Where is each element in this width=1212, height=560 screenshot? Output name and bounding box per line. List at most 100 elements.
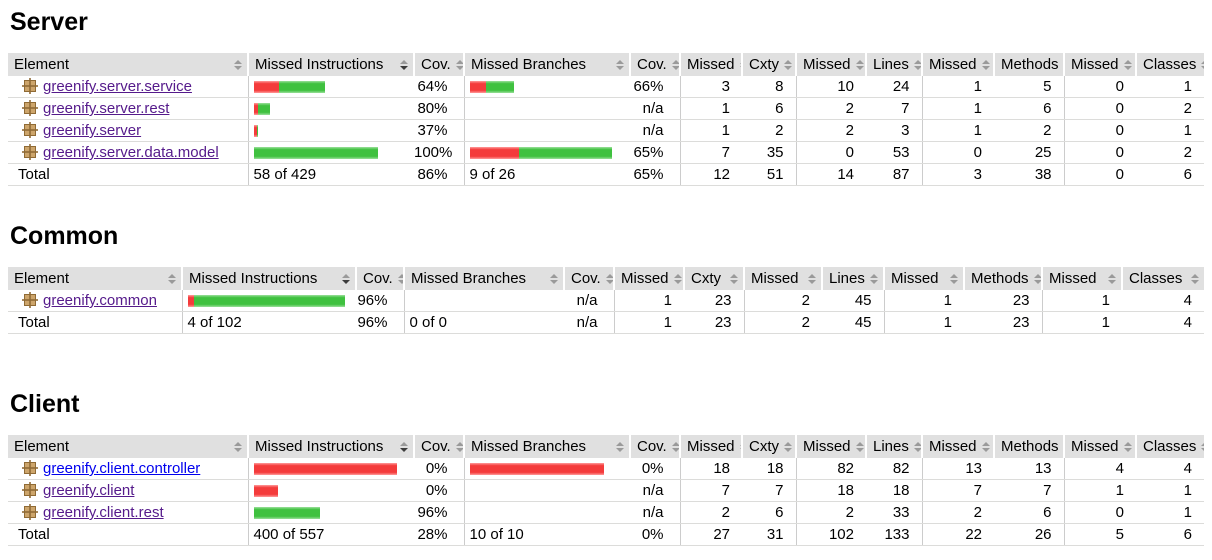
column-header-missed[interactable]: Missed: [1063, 53, 1136, 76]
instruction-coverage-total: 28%: [414, 523, 464, 546]
column-header-missed[interactable]: Missed: [795, 435, 866, 458]
lines: 82: [866, 458, 922, 480]
missed-lines: 2: [743, 290, 822, 312]
column-header-label: Missed: [1071, 438, 1119, 455]
column-header-cxty[interactable]: Cxty: [741, 53, 796, 76]
sort-icon: [673, 273, 682, 284]
lines: 45: [822, 290, 884, 312]
package-icon: [22, 460, 38, 476]
element-cell: greenify.server.service: [8, 76, 248, 98]
branch-coverage: 66%: [630, 76, 680, 98]
package-link[interactable]: greenify.client.controller: [43, 460, 201, 477]
column-header-cov[interactable]: Cov.: [413, 53, 464, 76]
covered-bar: [257, 103, 270, 116]
cxty: 35: [742, 141, 796, 164]
table-row: greenify.server.data.model 100% 65% 7 35…: [8, 141, 1204, 164]
cxty: 8: [742, 76, 796, 98]
column-header-cov[interactable]: Cov.: [563, 267, 614, 290]
sort-icon: [400, 441, 408, 452]
table-row: greenify.client.controller 0% 0% 18 18 8…: [8, 458, 1204, 480]
missed-bar: [253, 485, 278, 498]
column-header-missed[interactable]: Missed: [743, 267, 822, 290]
package-link[interactable]: greenify.client.rest: [43, 504, 164, 521]
branch-coverage: n/a: [630, 479, 680, 502]
column-header-cov[interactable]: Cov.: [629, 435, 680, 458]
column-header-methods[interactable]: Methods: [963, 267, 1042, 290]
column-header-missed-branches[interactable]: Missed Branches: [463, 435, 630, 458]
column-header-missed[interactable]: Missed: [883, 267, 964, 290]
missed-classes: 0: [1063, 76, 1136, 98]
column-header-missed-instructions[interactable]: Missed Instructions: [181, 267, 356, 290]
column-header-missed[interactable]: Missed: [1063, 435, 1136, 458]
sort-icon: [1108, 273, 1116, 284]
missed-bar: [253, 125, 257, 138]
column-header-classes[interactable]: Classes: [1135, 435, 1204, 458]
total-row: Total 400 of 557 28% 10 of 10 0% 27 31 1…: [8, 523, 1204, 546]
package-link[interactable]: greenify.server.service: [43, 78, 192, 95]
column-header-missed[interactable]: Missed: [921, 435, 994, 458]
column-header-missed[interactable]: Missed: [679, 53, 742, 76]
missed-methods: 7: [921, 479, 994, 502]
branch-coverage: 0%: [630, 458, 680, 480]
column-header-methods[interactable]: Methods: [993, 53, 1064, 76]
branch-coverage: n/a: [630, 97, 680, 120]
missed-bar: [253, 81, 279, 94]
column-header-missed-branches[interactable]: Missed Branches: [403, 267, 564, 290]
lines: 53: [866, 141, 922, 164]
column-header-lines[interactable]: Lines: [865, 53, 922, 76]
column-header-cov[interactable]: Cov.: [629, 53, 680, 76]
sort-icon: [616, 441, 624, 452]
column-header-label: Missed: [929, 56, 977, 73]
column-header-classes[interactable]: Classes: [1135, 53, 1204, 76]
column-header-missed-instructions[interactable]: Missed Instructions: [247, 53, 414, 76]
column-header-lines[interactable]: Lines: [821, 267, 884, 290]
column-header-cxty[interactable]: Cxty: [741, 435, 796, 458]
cxty: 18: [742, 458, 796, 480]
package-link[interactable]: greenify.server.data.model: [43, 144, 219, 161]
column-header-element[interactable]: Element: [8, 53, 248, 76]
column-header-lines[interactable]: Lines: [865, 435, 922, 458]
column-header-cov[interactable]: Cov.: [355, 267, 404, 290]
methods: 23: [964, 290, 1042, 312]
package-icon: [22, 100, 38, 116]
column-header-label: Missed: [621, 270, 669, 287]
instruction-coverage: 100%: [414, 141, 464, 164]
package-link[interactable]: greenify.client: [43, 482, 135, 499]
column-header-missed-instructions[interactable]: Missed Instructions: [247, 435, 414, 458]
table-row: greenify.client 0% n/a 7 7 18 18 7 7 1 1: [8, 479, 1204, 502]
column-header-missed[interactable]: Missed: [613, 267, 684, 290]
coverage-table-server: Element Missed Instructions Cov. Missed Bra…: [8, 53, 1204, 186]
column-header-element[interactable]: Element: [8, 435, 248, 458]
classes: 2: [1136, 97, 1204, 120]
missed-methods: 2: [921, 501, 994, 524]
column-header-missed[interactable]: Missed: [795, 53, 866, 76]
sort-icon: [168, 273, 176, 284]
sort-icon: [397, 273, 404, 284]
missed-branches-bar-cell: [463, 501, 630, 524]
package-link[interactable]: greenify.server.rest: [43, 100, 170, 117]
column-header-cxty[interactable]: Cxty: [683, 267, 744, 290]
package-link[interactable]: greenify.server: [43, 122, 142, 139]
lines: 7: [866, 97, 922, 120]
sort-icon: [730, 273, 738, 284]
column-header-missed[interactable]: Missed: [679, 435, 742, 458]
instruction-coverage: 64%: [414, 76, 464, 98]
column-header-cov[interactable]: Cov.: [413, 435, 464, 458]
column-header-element[interactable]: Element: [8, 267, 182, 290]
package-link[interactable]: greenify.common: [43, 292, 157, 309]
column-header-missed-branches[interactable]: Missed Branches: [463, 53, 630, 76]
branch-coverage-total: 65%: [630, 163, 680, 186]
column-header-missed[interactable]: Missed: [921, 53, 994, 76]
column-header-missed[interactable]: Missed: [1041, 267, 1122, 290]
sort-icon: [550, 273, 558, 284]
instruction-coverage-total: 96%: [356, 311, 404, 334]
column-header-label: Missed: [929, 438, 977, 455]
column-header-classes[interactable]: Classes: [1121, 267, 1204, 290]
column-header-label: Classes: [1143, 438, 1197, 455]
column-header-methods[interactable]: Methods: [993, 435, 1064, 458]
missed-branches-bar-cell: [403, 290, 564, 312]
classes: 1: [1136, 119, 1204, 142]
sort-icon: [342, 273, 350, 284]
sort-icon: [1191, 273, 1199, 284]
methods: 5: [994, 76, 1064, 98]
